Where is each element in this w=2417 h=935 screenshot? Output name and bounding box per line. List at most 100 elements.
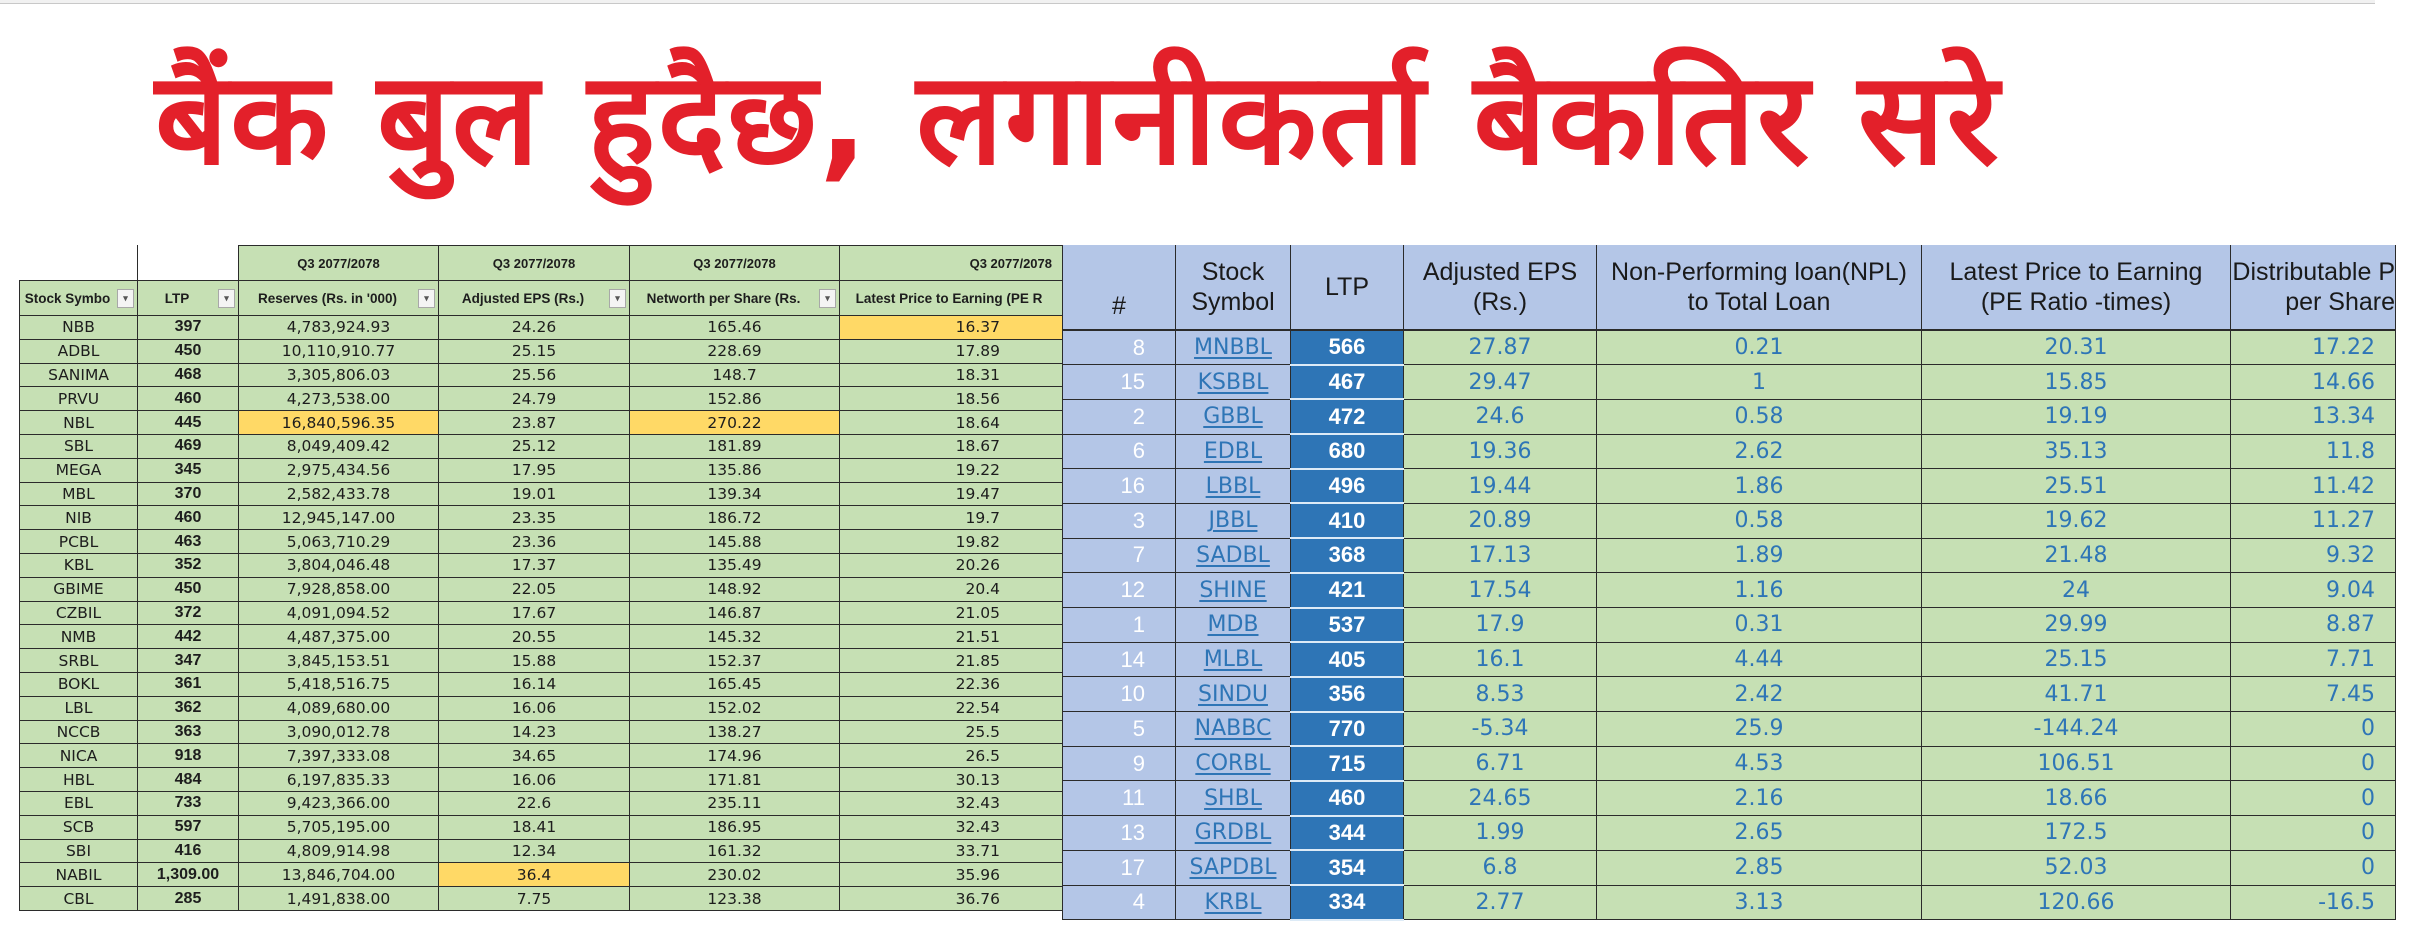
- cell-reserves[interactable]: 2,975,434.56: [238, 457, 439, 483]
- stock-symbol-link[interactable]: SAPDBL: [1189, 855, 1277, 881]
- cell-eps[interactable]: 1.99: [1403, 815, 1597, 851]
- cell-dist[interactable]: 9.32: [2230, 537, 2396, 574]
- cell-symbol[interactable]: JBBL: [1175, 502, 1291, 539]
- cell-pe[interactable]: 18.66: [1921, 780, 2231, 817]
- cell-networth[interactable]: 139.34: [629, 481, 840, 507]
- cell-eps[interactable]: 19.36: [1403, 433, 1597, 470]
- cell-dist[interactable]: 11.8: [2230, 433, 2396, 470]
- cell-eps[interactable]: 14.23: [438, 719, 630, 745]
- cell-ltp[interactable]: 450: [137, 338, 239, 364]
- cell-ltp[interactable]: 416: [137, 838, 239, 864]
- cell-reserves[interactable]: 7,397,333.08: [238, 743, 439, 769]
- stock-symbol-link[interactable]: SINDU: [1198, 681, 1268, 707]
- cell-dist[interactable]: 0: [2230, 780, 2396, 817]
- cell-dist[interactable]: 11.27: [2230, 502, 2396, 539]
- cell-dist[interactable]: 14.66: [2230, 364, 2396, 400]
- cell-networth[interactable]: 135.86: [629, 457, 840, 483]
- cell-networth[interactable]: 152.37: [629, 648, 840, 673]
- cell-pe[interactable]: 21.05: [839, 600, 1063, 626]
- cell-ltp[interactable]: 356: [1290, 676, 1404, 713]
- cell-symbol[interactable]: EBL: [19, 790, 138, 816]
- cell-ltp[interactable]: 460: [137, 505, 239, 531]
- cell-pe[interactable]: 16.37: [839, 315, 1063, 340]
- cell-eps[interactable]: 17.67: [438, 600, 630, 626]
- filter-dropdown-icon[interactable]: ▾: [418, 289, 435, 308]
- cell-npl[interactable]: 0.21: [1596, 329, 1922, 366]
- cell-num[interactable]: 4: [1062, 884, 1176, 921]
- cell-pe[interactable]: 41.71: [1921, 676, 2231, 713]
- cell-networth[interactable]: 230.02: [629, 862, 840, 888]
- cell-symbol[interactable]: MEGA: [19, 457, 138, 483]
- cell-eps[interactable]: 24.79: [438, 386, 630, 412]
- cell-num[interactable]: 15: [1062, 364, 1176, 400]
- cell-ltp[interactable]: 468: [137, 362, 239, 388]
- cell-eps[interactable]: 16.06: [438, 767, 630, 792]
- cell-eps[interactable]: 25.56: [438, 362, 630, 388]
- cell-pe[interactable]: 25.51: [1921, 468, 2231, 504]
- stock-symbol-link[interactable]: KRBL: [1204, 889, 1262, 915]
- cell-symbol[interactable]: MLBL: [1175, 641, 1291, 678]
- cell-num[interactable]: 1: [1062, 607, 1176, 643]
- cell-num[interactable]: 7: [1062, 537, 1176, 574]
- cell-ltp[interactable]: 285: [137, 886, 239, 911]
- cell-pe[interactable]: 52.03: [1921, 849, 2231, 886]
- cell-ltp[interactable]: 918: [137, 743, 239, 769]
- cell-npl[interactable]: 4.44: [1596, 641, 1922, 678]
- cell-ltp[interactable]: 770: [1290, 711, 1404, 748]
- cell-networth[interactable]: 145.32: [629, 624, 840, 650]
- cell-eps[interactable]: 25.15: [438, 338, 630, 364]
- cell-pe[interactable]: 25.15: [1921, 641, 2231, 678]
- stock-symbol-link[interactable]: MLBL: [1203, 647, 1263, 673]
- cell-symbol[interactable]: EDBL: [1175, 433, 1291, 470]
- cell-pe[interactable]: 18.56: [839, 386, 1063, 412]
- cell-reserves[interactable]: 3,845,153.51: [238, 648, 439, 673]
- cell-symbol[interactable]: GBIME: [19, 576, 138, 602]
- cell-ltp[interactable]: 715: [1290, 745, 1404, 782]
- cell-ltp[interactable]: 368: [1290, 537, 1404, 574]
- cell-networth[interactable]: 138.27: [629, 719, 840, 745]
- cell-dist[interactable]: 0: [2230, 711, 2396, 747]
- cell-dist[interactable]: 0: [2230, 815, 2396, 851]
- cell-symbol[interactable]: SHINE: [1175, 572, 1291, 608]
- cell-dist[interactable]: 7.71: [2230, 641, 2396, 678]
- cell-num[interactable]: 16: [1062, 468, 1176, 504]
- cell-networth[interactable]: 171.81: [629, 767, 840, 792]
- cell-ltp[interactable]: 460: [137, 386, 239, 412]
- cell-symbol[interactable]: SADBL: [1175, 537, 1291, 574]
- stock-symbol-link[interactable]: MNBBL: [1194, 335, 1272, 361]
- cell-reserves[interactable]: 3,804,046.48: [238, 552, 439, 578]
- cell-eps[interactable]: 23.35: [438, 505, 630, 531]
- cell-pe[interactable]: 19.47: [839, 481, 1063, 507]
- cell-reserves[interactable]: 2,582,433.78: [238, 481, 439, 507]
- cell-symbol[interactable]: ADBL: [19, 338, 138, 364]
- cell-eps[interactable]: 25.12: [438, 433, 630, 459]
- cell-symbol[interactable]: NABBC: [1175, 711, 1291, 747]
- cell-npl[interactable]: 4.53: [1596, 745, 1922, 782]
- cell-pe[interactable]: 20.4: [839, 576, 1063, 602]
- cell-eps[interactable]: -5.34: [1403, 711, 1597, 747]
- cell-ltp[interactable]: 566: [1290, 329, 1404, 366]
- cell-ltp[interactable]: 344: [1290, 815, 1404, 852]
- cell-reserves[interactable]: 4,091,094.52: [238, 600, 439, 626]
- cell-ltp[interactable]: 354: [1290, 849, 1404, 886]
- cell-num[interactable]: 12: [1062, 572, 1176, 608]
- cell-symbol[interactable]: SANIMA: [19, 362, 138, 388]
- cell-pe[interactable]: 18.31: [839, 362, 1063, 388]
- cell-eps[interactable]: 16.06: [438, 695, 630, 721]
- cell-ltp[interactable]: 680: [1290, 433, 1404, 470]
- cell-eps[interactable]: 17.95: [438, 457, 630, 483]
- cell-eps[interactable]: 24.26: [438, 315, 630, 340]
- cell-npl[interactable]: 0.58: [1596, 398, 1922, 435]
- cell-networth[interactable]: 161.32: [629, 838, 840, 864]
- cell-pe[interactable]: 35.96: [839, 862, 1063, 888]
- cell-reserves[interactable]: 5,063,710.29: [238, 529, 439, 554]
- cell-num[interactable]: 6: [1062, 433, 1176, 470]
- cell-num[interactable]: 3: [1062, 502, 1176, 539]
- cell-npl[interactable]: 0.31: [1596, 607, 1922, 643]
- cell-ltp[interactable]: 370: [137, 481, 239, 507]
- cell-pe[interactable]: 29.99: [1921, 607, 2231, 643]
- cell-pe[interactable]: 36.76: [839, 886, 1063, 911]
- cell-symbol[interactable]: SRBL: [19, 648, 138, 673]
- filter-dropdown-icon[interactable]: ▾: [609, 289, 626, 308]
- stock-symbol-link[interactable]: JBBL: [1208, 508, 1258, 534]
